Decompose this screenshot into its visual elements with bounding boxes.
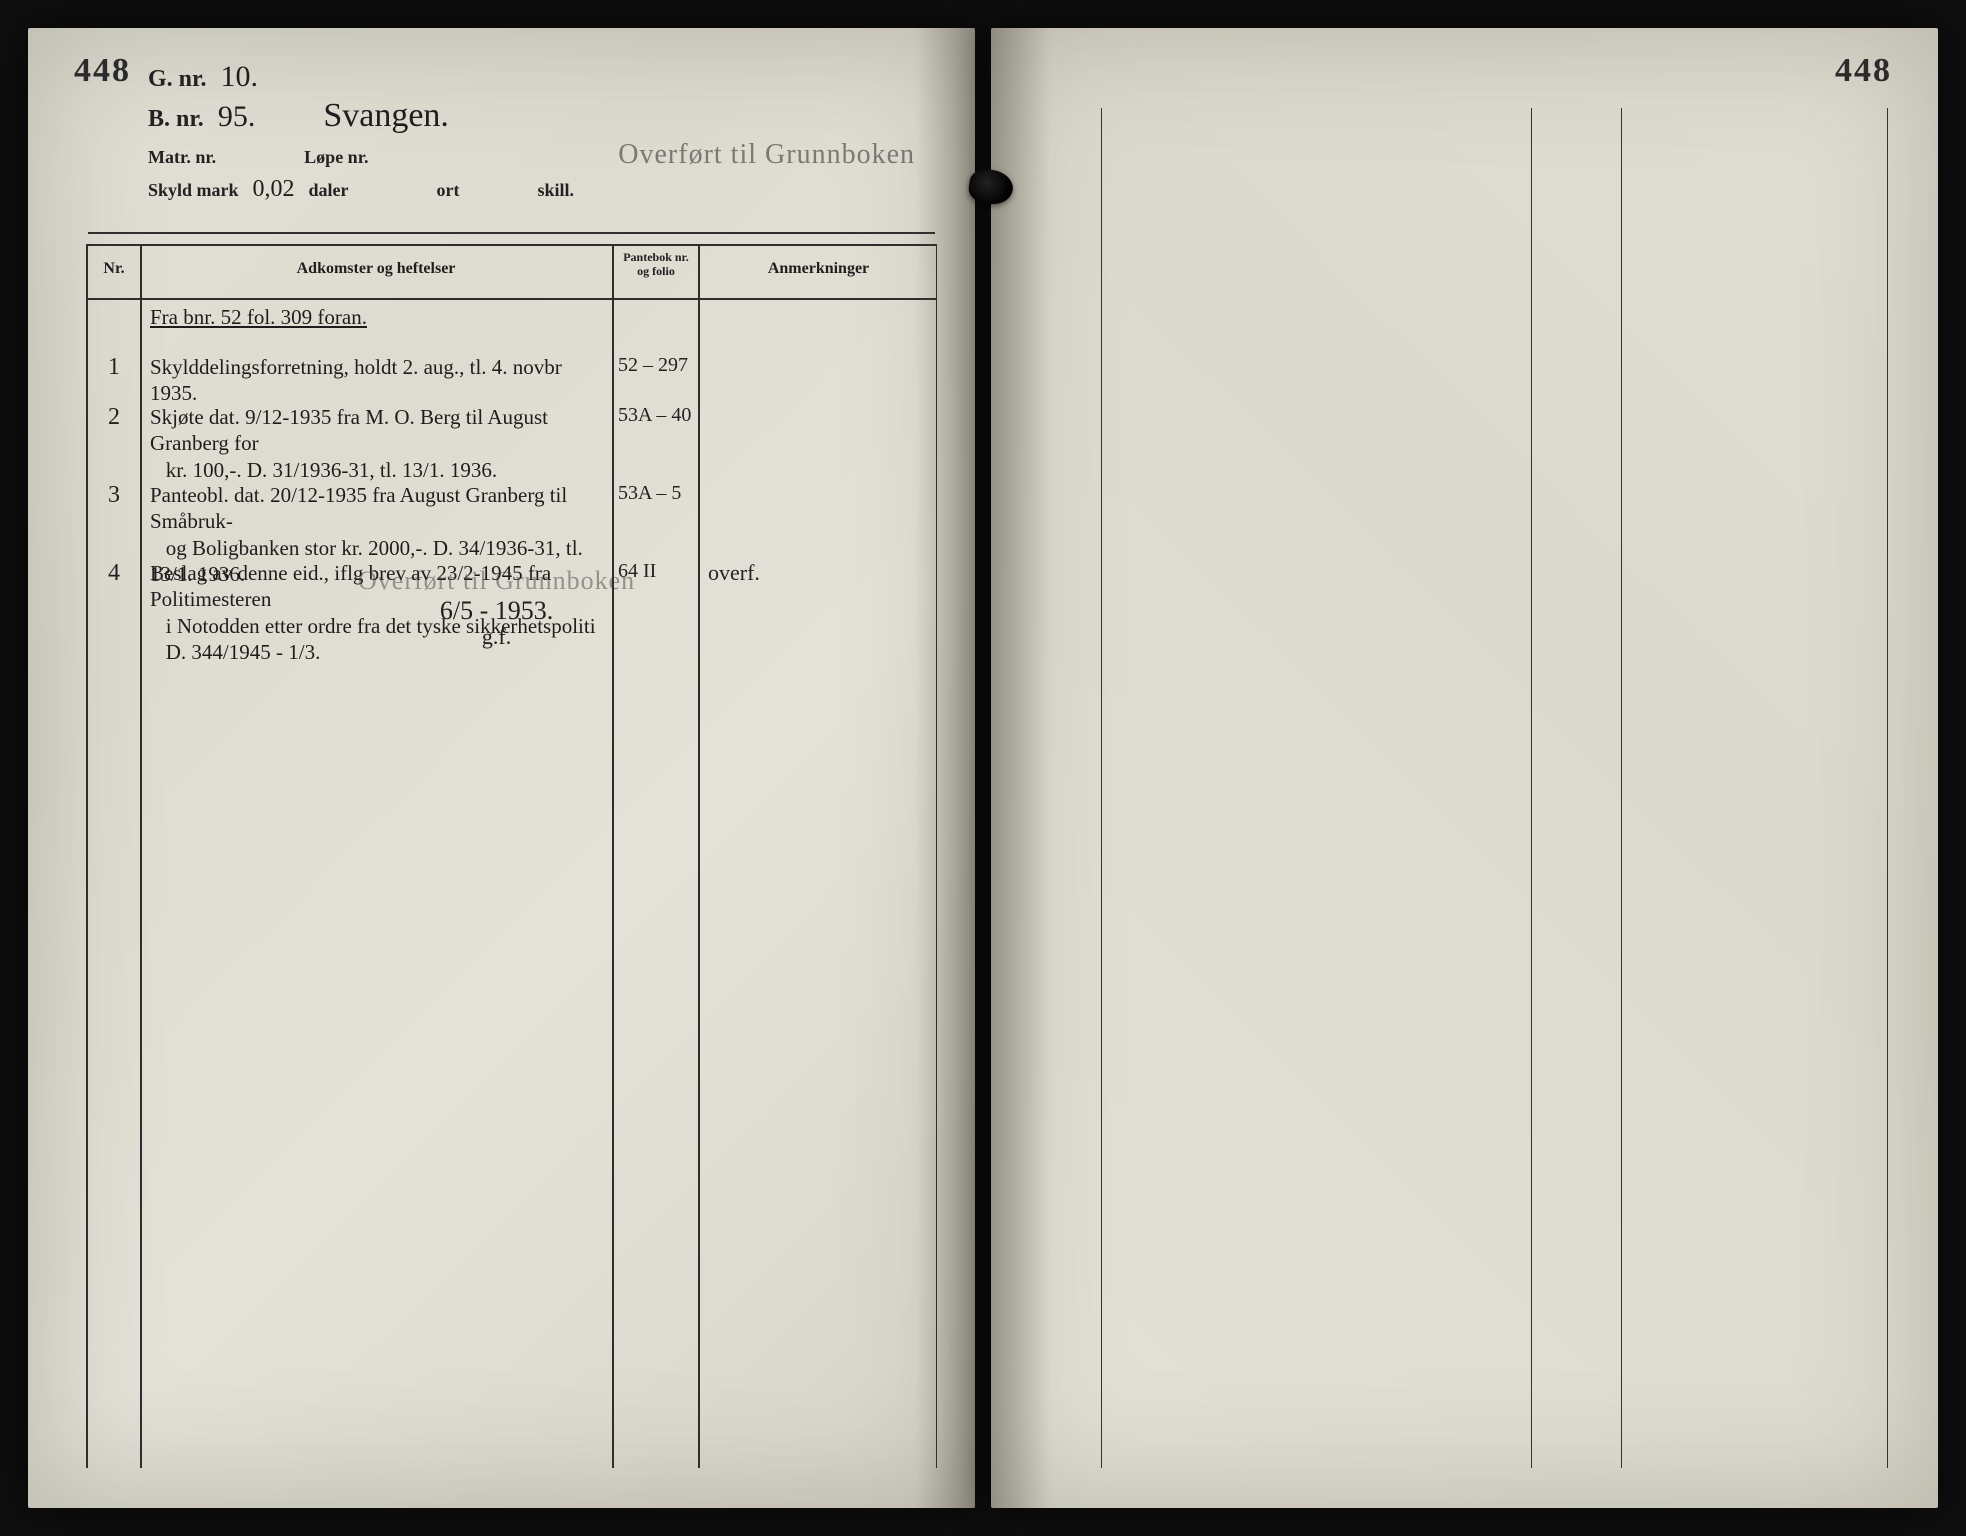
cell-pantebok: 53A – 5 <box>618 482 694 505</box>
col-nr: Nr. <box>90 260 138 278</box>
cell-anmerkninger: overf. <box>708 560 929 586</box>
gutter-shadow <box>991 28 1051 1508</box>
cell-adkomster: Fra bnr. 52 fol. 309 foran. <box>150 304 606 330</box>
mid-stamp-text: Overført til Grunnboken <box>358 566 635 595</box>
left-page: 448 G. nr. 10. B. nr. 95. Svangen. Matr.… <box>28 28 975 1508</box>
right-ledger <box>1061 108 1888 1468</box>
lope-label: Løpe nr. <box>304 147 368 168</box>
cell-nr: 4 <box>94 560 134 587</box>
table-head-rule <box>86 298 937 300</box>
ledger-table: Nr. Adkomster og heftelser Pantebok nr. … <box>86 244 937 1468</box>
daler-label: daler <box>309 180 349 201</box>
col-adkomster: Adkomster og heftelser <box>146 260 606 278</box>
right-page: 448 <box>991 28 1938 1508</box>
matr-label: Matr. nr. <box>148 147 216 168</box>
skyld-label: Skyld mark <box>148 180 239 201</box>
table-top-rule <box>86 244 937 246</box>
cell-pantebok: 53A – 40 <box>618 404 694 427</box>
mid-stamp-date: 6/5 - 1953. <box>358 598 635 624</box>
table-row: 1Skylddelingsforretning, holdt 2. aug., … <box>86 354 937 394</box>
header-rule <box>88 232 935 234</box>
g-value: 10. <box>220 62 258 92</box>
page-number-left: 448 <box>74 52 131 90</box>
table-row: 2Skjøte dat. 9/12-1935 fra M. O. Berg ti… <box>86 404 937 472</box>
cell-nr: 3 <box>94 482 134 509</box>
col-pantebok: Pantebok nr. og folio <box>616 250 696 279</box>
cell-nr: 2 <box>94 404 134 431</box>
table-row: 3Panteobl. dat. 20/12-1935 fra August Gr… <box>86 482 937 550</box>
ort-label: ort <box>437 180 460 201</box>
stamp-header: Overført til Grunnboken <box>618 139 915 171</box>
rcol-rule-0 <box>1101 108 1102 1468</box>
skill-label: skill. <box>538 180 575 201</box>
cell-nr: 1 <box>94 354 134 381</box>
rcol-rule-2 <box>1621 108 1622 1468</box>
header-block: G. nr. 10. B. nr. 95. Svangen. Matr. nr.… <box>148 62 915 207</box>
b-value: 95. <box>218 102 256 132</box>
page-number-right: 448 <box>1835 52 1892 90</box>
b-label: B. nr. <box>148 106 204 133</box>
property-name: Svangen. <box>323 99 449 133</box>
cell-pantebok: 52 – 297 <box>618 354 694 377</box>
cell-adkomster: Skjøte dat. 9/12-1935 fra M. O. Berg til… <box>150 404 606 483</box>
rcol-rule-3 <box>1887 108 1888 1468</box>
mid-stamp-block: Overført til Grunnboken 6/5 - 1953. g.f. <box>358 566 635 648</box>
skyld-value: 0,02 <box>253 177 295 201</box>
book-spread: 448 G. nr. 10. B. nr. 95. Svangen. Matr.… <box>0 0 1966 1536</box>
col-anmerkninger: Anmerkninger <box>704 260 933 278</box>
rcol-rule-1 <box>1531 108 1532 1468</box>
mid-stamp-sig: g.f. <box>358 626 635 648</box>
table-row: Fra bnr. 52 fol. 309 foran. <box>86 304 937 344</box>
cell-adkomster: Skylddelingsforretning, holdt 2. aug., t… <box>150 354 606 407</box>
g-label: G. nr. <box>148 66 206 93</box>
